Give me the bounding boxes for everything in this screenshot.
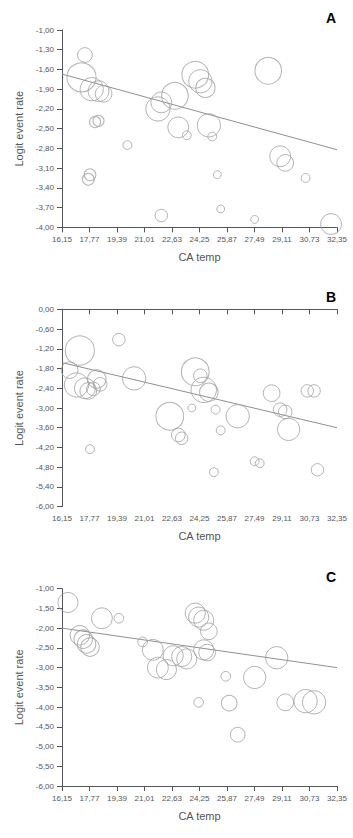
svg-text:B: B	[326, 289, 336, 305]
svg-text:30,73: 30,73	[299, 235, 320, 244]
svg-text:-3,10: -3,10	[36, 164, 55, 173]
svg-text:-2,50: -2,50	[36, 124, 55, 133]
svg-text:Logit event rate: Logit event rate	[13, 370, 25, 446]
svg-text:-1,80: -1,80	[36, 364, 55, 373]
svg-text:-6,00: -6,00	[36, 502, 55, 511]
svg-text:21,01: 21,01	[134, 514, 155, 523]
svg-text:27,49: 27,49	[244, 235, 265, 244]
svg-text:24,25: 24,25	[189, 794, 210, 803]
svg-text:22,63: 22,63	[162, 794, 183, 803]
svg-text:-1,20: -1,20	[36, 344, 55, 353]
svg-text:27,49: 27,49	[244, 514, 265, 523]
svg-text:-4,20: -4,20	[36, 443, 55, 452]
svg-text:-2,50: -2,50	[36, 643, 55, 652]
svg-text:-6,00: -6,00	[36, 782, 55, 791]
svg-text:-4,00: -4,00	[36, 223, 55, 232]
svg-text:16,15: 16,15	[52, 514, 73, 523]
svg-text:-5,50: -5,50	[36, 762, 55, 771]
svg-text:-4,00: -4,00	[36, 703, 55, 712]
svg-text:-1,00: -1,00	[36, 26, 55, 35]
svg-text:0,00: 0,00	[38, 305, 54, 314]
svg-text:Logit event rate: Logit event rate	[13, 91, 25, 167]
svg-text:-3,40: -3,40	[36, 183, 55, 192]
svg-text:-2,40: -2,40	[36, 384, 55, 393]
svg-text:32,35: 32,35	[327, 794, 348, 803]
svg-text:21,01: 21,01	[134, 235, 155, 244]
svg-text:Logit event rate: Logit event rate	[13, 649, 25, 725]
svg-text:CA temp: CA temp	[178, 810, 220, 822]
svg-text:-1,30: -1,30	[36, 45, 55, 54]
svg-text:30,73: 30,73	[299, 794, 320, 803]
svg-text:C: C	[326, 569, 336, 585]
svg-text:29,11: 29,11	[272, 235, 292, 244]
svg-text:-4,80: -4,80	[36, 463, 55, 472]
svg-text:-2,00: -2,00	[36, 624, 55, 633]
svg-text:29,11: 29,11	[272, 794, 292, 803]
svg-text:30,73: 30,73	[299, 514, 320, 523]
svg-text:-1,00: -1,00	[36, 584, 55, 593]
svg-text:29,11: 29,11	[272, 514, 292, 523]
svg-text:-2,80: -2,80	[36, 144, 55, 153]
svg-text:17,77: 17,77	[79, 514, 100, 523]
svg-text:32,35: 32,35	[327, 235, 348, 244]
svg-text:-3,50: -3,50	[36, 683, 55, 692]
svg-text:A: A	[326, 10, 336, 26]
svg-text:-1,60: -1,60	[36, 65, 55, 74]
svg-text:21,01: 21,01	[134, 794, 155, 803]
svg-text:-1,50: -1,50	[36, 604, 55, 613]
svg-text:17,77: 17,77	[79, 794, 100, 803]
svg-text:16,15: 16,15	[52, 794, 73, 803]
svg-text:27,49: 27,49	[244, 794, 265, 803]
svg-text:25,87: 25,87	[217, 794, 238, 803]
svg-text:-1,90: -1,90	[36, 85, 55, 94]
svg-text:19,39: 19,39	[107, 235, 128, 244]
svg-text:-3,70: -3,70	[36, 203, 55, 212]
svg-text:25,87: 25,87	[217, 235, 238, 244]
svg-text:-3,60: -3,60	[36, 423, 55, 432]
svg-text:19,39: 19,39	[107, 794, 128, 803]
svg-text:-2,20: -2,20	[36, 104, 55, 113]
svg-text:-3,00: -3,00	[36, 404, 55, 413]
svg-text:19,39: 19,39	[107, 514, 128, 523]
svg-text:CA temp: CA temp	[178, 530, 220, 542]
svg-text:17,77: 17,77	[79, 235, 100, 244]
svg-text:22,63: 22,63	[162, 514, 183, 523]
svg-text:-5,00: -5,00	[36, 742, 55, 751]
svg-text:-0,60: -0,60	[36, 325, 55, 334]
svg-text:24,25: 24,25	[189, 235, 210, 244]
svg-text:32,35: 32,35	[327, 514, 348, 523]
svg-text:CA temp: CA temp	[178, 251, 220, 263]
svg-text:22,63: 22,63	[162, 235, 183, 244]
svg-text:24,25: 24,25	[189, 514, 210, 523]
svg-text:16,15: 16,15	[52, 235, 73, 244]
svg-text:-5,40: -5,40	[36, 482, 55, 491]
svg-text:25,87: 25,87	[217, 514, 238, 523]
svg-text:-4,50: -4,50	[36, 722, 55, 731]
svg-text:-3,00: -3,00	[36, 663, 55, 672]
